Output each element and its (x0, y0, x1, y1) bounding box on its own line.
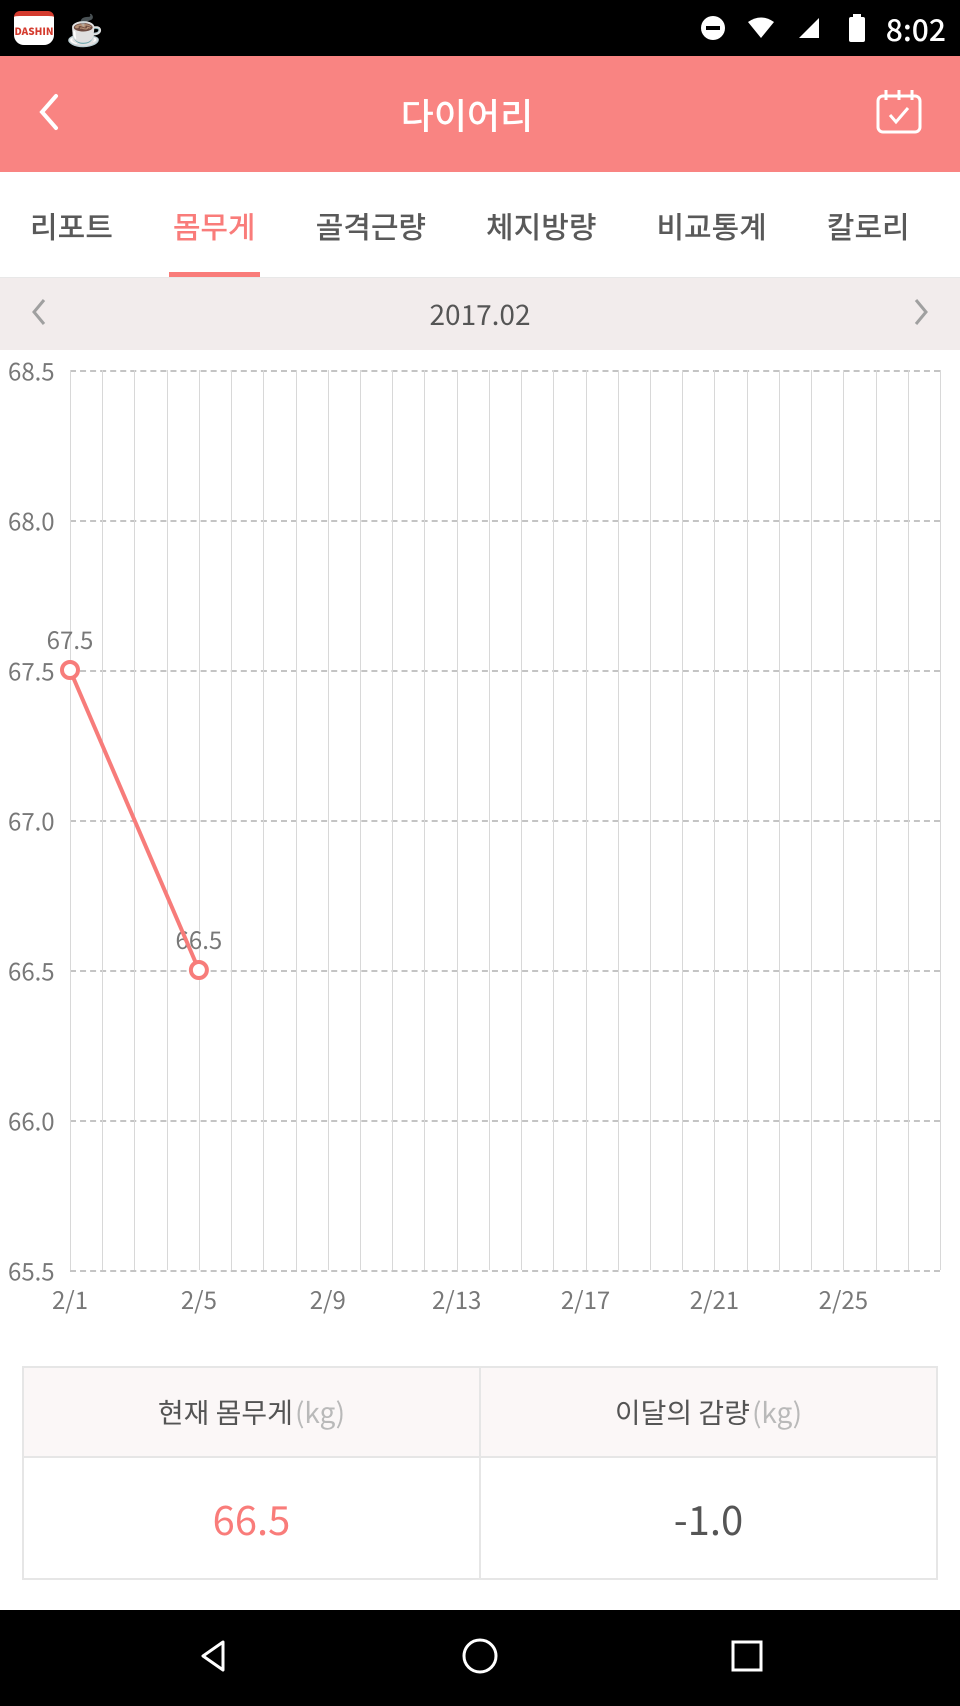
next-month-button[interactable] (912, 297, 930, 332)
summary-header-unit: (kg) (295, 1392, 345, 1432)
tab-label: 몸무게 (173, 203, 256, 247)
calendar-check-icon (874, 88, 924, 136)
summary-col-current: 현재 몸무게 (kg) 66.5 (24, 1368, 479, 1578)
cup-icon: ☕ (66, 6, 103, 50)
header-title: 다이어리 (60, 88, 874, 140)
wifi-icon (742, 9, 780, 47)
dashin-app-icon: DASHIN (14, 11, 54, 45)
nav-back-button[interactable] (191, 1634, 235, 1683)
chart-svg (0, 350, 960, 1330)
summary-header-label: 현재 몸무게 (158, 1392, 293, 1432)
app-header: 다이어리 (0, 56, 960, 172)
tab-compare[interactable]: 비교통계 (626, 172, 796, 277)
tab-label: 리포트 (30, 203, 113, 247)
summary-section: 현재 몸무게 (kg) 66.5 이달의 감량 (kg) -1.0 (0, 1330, 960, 1620)
triangle-back-icon (191, 1634, 235, 1678)
cell-signal-icon (790, 9, 828, 47)
tab-label: 칼로리 (827, 203, 910, 247)
tabs: 리포트 몸무게 골격근량 체지방량 비교통계 칼로리 (0, 172, 960, 278)
prev-month-button[interactable] (30, 297, 48, 332)
android-nav-bar (0, 1610, 960, 1706)
weight-chart: 68.568.067.567.066.566.065.52/12/52/92/1… (0, 350, 960, 1330)
back-button[interactable] (36, 92, 60, 137)
month-selector: 2017.02 (0, 278, 960, 350)
tab-calorie[interactable]: 칼로리 (797, 172, 940, 277)
nav-recent-button[interactable] (725, 1634, 769, 1683)
status-left: DASHIN ☕ (14, 6, 103, 50)
tab-fat[interactable]: 체지방량 (456, 172, 626, 277)
tab-label: 체지방량 (486, 203, 596, 247)
summary-value-loss: -1.0 (481, 1458, 936, 1578)
summary-table: 현재 몸무게 (kg) 66.5 이달의 감량 (kg) -1.0 (22, 1366, 938, 1580)
summary-header: 현재 몸무게 (kg) (24, 1368, 479, 1458)
calendar-button[interactable] (874, 88, 924, 141)
chevron-right-icon (912, 297, 930, 327)
nav-home-button[interactable] (458, 1634, 502, 1683)
tab-muscle[interactable]: 골격근량 (286, 172, 456, 277)
summary-header: 이달의 감량 (kg) (481, 1368, 936, 1458)
summary-col-loss: 이달의 감량 (kg) -1.0 (479, 1368, 936, 1578)
month-label: 2017.02 (429, 294, 530, 334)
tab-label: 골격근량 (316, 203, 426, 247)
tab-weight[interactable]: 몸무게 (143, 172, 286, 277)
chevron-left-icon (36, 92, 60, 132)
status-right: 8:02 (694, 6, 946, 50)
status-bar: DASHIN ☕ 8:02 (0, 0, 960, 56)
battery-icon (838, 9, 876, 47)
chevron-left-icon (30, 297, 48, 327)
tab-report[interactable]: 리포트 (0, 172, 143, 277)
dnd-icon (694, 9, 732, 47)
square-recent-icon (725, 1634, 769, 1678)
status-time: 8:02 (886, 6, 946, 50)
summary-header-unit: (kg) (752, 1392, 802, 1432)
summary-value-current: 66.5 (24, 1458, 479, 1578)
circle-home-icon (458, 1634, 502, 1678)
tab-label: 비교통계 (656, 203, 766, 247)
summary-header-label: 이달의 감량 (615, 1392, 750, 1432)
